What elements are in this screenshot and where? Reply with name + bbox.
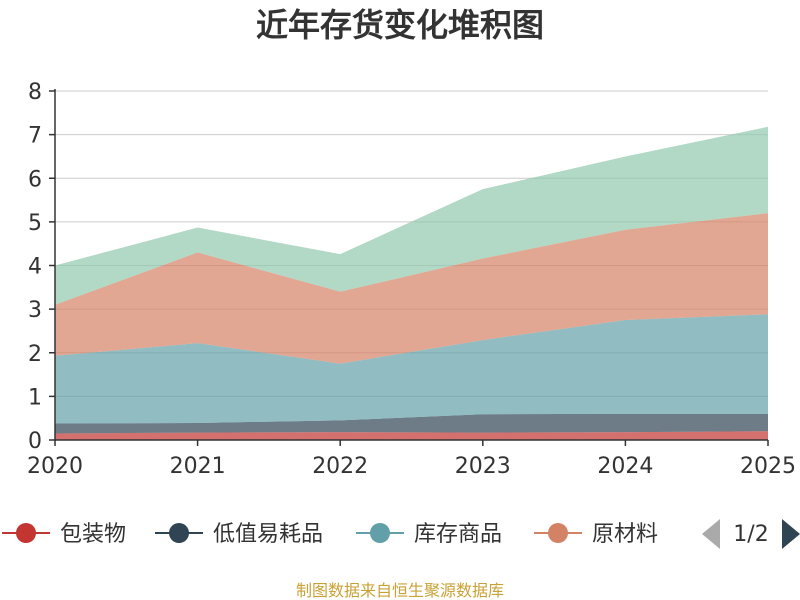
x-tick-label: 2022: [312, 454, 368, 479]
legend: 包装物 低值易耗品 库存商品 原材料 1/2: [2, 519, 800, 549]
x-tick-label: 2024: [597, 454, 653, 479]
y-tick-label: 1: [28, 385, 42, 410]
source-note: 制图数据来自恒生聚源数据库: [296, 581, 504, 600]
legend-item-raw-materials[interactable]: 原材料: [534, 522, 658, 547]
y-tick-label: 8: [28, 80, 42, 105]
x-tick-label: 2021: [170, 454, 226, 479]
area-series-1: [55, 413, 768, 434]
y-tick-label: 0: [28, 429, 42, 454]
legend-label: 原材料: [592, 522, 658, 547]
legend-label: 库存商品: [414, 522, 502, 547]
area-series-3: [55, 213, 768, 364]
legend-label: 包装物: [60, 522, 126, 547]
area-series-4: [55, 126, 768, 305]
axes: 0 1 2 3 4 5 6 7 8 2020 2021 2022 2023 2024 2025: [27, 80, 796, 479]
triangle-right-icon[interactable]: [782, 519, 800, 549]
legend-item-consumables[interactable]: 低值易耗品: [155, 522, 323, 547]
triangle-left-icon[interactable]: [702, 519, 720, 549]
legend-item-packaging[interactable]: 包装物: [2, 522, 126, 547]
x-tick-label: 2023: [455, 454, 511, 479]
area-series-0: [55, 431, 768, 440]
y-tick-label: 3: [28, 298, 42, 323]
y-tick-label: 6: [28, 167, 42, 192]
chart-title: 近年存货变化堆积图: [256, 6, 544, 44]
legend-marker: [548, 523, 568, 543]
legend-page-indicator: 1/2: [733, 522, 768, 547]
x-tick-label: 2025: [740, 454, 796, 479]
legend-item-inventory-goods[interactable]: 库存商品: [356, 522, 502, 547]
x-tick-label: 2020: [27, 454, 83, 479]
y-tick-label: 5: [28, 211, 42, 236]
area-series-2: [55, 314, 768, 424]
legend-marker: [169, 523, 189, 543]
legend-label: 低值易耗品: [213, 522, 323, 547]
y-tick-label: 2: [28, 342, 42, 367]
y-tick-label: 4: [28, 255, 42, 280]
plot-area: [55, 126, 768, 440]
legend-marker: [370, 523, 390, 543]
y-tick-label: 7: [28, 124, 42, 149]
legend-marker: [16, 523, 36, 543]
